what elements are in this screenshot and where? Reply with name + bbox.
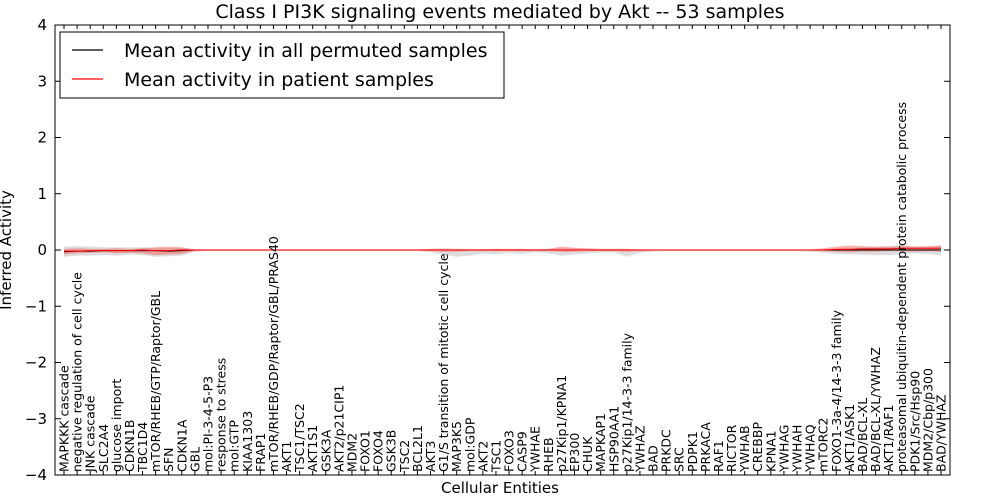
series-line-2 [64, 247, 941, 252]
x-tick-label: PRKDC [659, 429, 674, 472]
x-tick-label: YWHAZ [632, 425, 647, 473]
y-tick-label: −1 [25, 297, 47, 315]
x-tick-label: SFN [161, 448, 176, 472]
y-tick-label: −4 [25, 466, 47, 484]
x-tick-label: CDKN1B [122, 420, 137, 472]
x-axis-label: Cellular Entities [441, 479, 559, 497]
y-tick-label: 3 [37, 72, 47, 90]
x-tick-label: AKT1/RAF1 [881, 405, 896, 472]
x-tick-label: JNK cascade [83, 395, 98, 473]
x-tick-label: AKT1 [279, 441, 294, 472]
y-tick-label: 1 [37, 185, 47, 203]
x-tick-label: CHUK [580, 436, 595, 472]
y-tick-label: 0 [37, 241, 47, 259]
x-tick-label: response to stress [214, 358, 229, 472]
x-tick-label: CDKN1A [174, 419, 189, 472]
x-tick-label: TSC1 [489, 440, 504, 473]
y-tick-label: −2 [25, 354, 47, 372]
x-tick-label: AKT3 [423, 441, 438, 472]
x-tick-label: BAD/YWHAZ [934, 395, 949, 472]
legend-label-2: Mean activity in patient samples [124, 69, 434, 91]
x-tick-label: YWHAQ [803, 424, 818, 473]
x-tick-label: negative regulation of cell cycle [70, 272, 85, 472]
x-tick-label: RAF1 [711, 440, 726, 472]
x-tick-label: FOXO3 [502, 430, 517, 472]
x-tick-label: MAP3K5 [449, 421, 464, 472]
x-tick-label: G1/S transition of mitotic cell cycle [436, 253, 451, 472]
x-tick-label: TSC2 [397, 440, 412, 473]
x-tick-label: YWHAH [790, 425, 805, 473]
x-tick-label: mol:GTP [227, 420, 242, 472]
x-tick-label: KIAA1303 [240, 411, 255, 472]
x-tick-label: SRC [672, 447, 687, 472]
x-tick-label: TSC1/TSC2 [292, 403, 307, 473]
x-tick-label: BAD/BCL-XL [855, 398, 870, 472]
x-tick-label: GSK3B [384, 430, 399, 472]
x-tick-label: AKT2/p21CIP1 [331, 385, 346, 472]
x-tick-label: FRAP1 [253, 433, 268, 472]
series-band-1 [64, 245, 941, 257]
x-tick-label: AKT1S1 [305, 425, 320, 472]
x-tick-label: BAD [646, 445, 661, 472]
y-axis-label: Inferred Activity [0, 190, 15, 310]
y-tick-label: 4 [37, 16, 47, 34]
x-tick-label: PRKACA [698, 422, 713, 472]
x-tick-label: YWHAE [528, 426, 543, 473]
x-tick-label: YWHAB [737, 425, 752, 473]
legend-box [59, 31, 505, 99]
x-tick-label: GSK3A [318, 429, 333, 472]
x-tick-label: SLC2A4 [96, 424, 111, 472]
x-tick-label: YWHAG [776, 425, 791, 473]
x-tick-label: mTORC2 [816, 418, 831, 472]
chart-title: Class I PI3K signaling events mediated b… [215, 1, 784, 23]
y-tick-label: −3 [25, 410, 47, 428]
y-tick-label: 2 [37, 129, 47, 147]
x-tick-label: PDPK1 [685, 431, 700, 472]
x-tick-label: mol:GDP [462, 417, 477, 472]
x-tick-label: EP300 [567, 433, 582, 472]
x-tick-label: MAPKAP1 [593, 413, 608, 472]
x-tick-label: BAD/BCL-XL/YWHAZ [868, 347, 883, 472]
x-tick-label: GBL [187, 447, 202, 472]
x-tick-label: FOXO4 [371, 430, 386, 472]
x-tick-label: AKT1/ASK1 [842, 404, 857, 472]
x-tick-label: mTOR/RHEB/GDP/Raptor/GBL/PRAS40 [266, 236, 281, 472]
x-tick-label: CASP9 [515, 431, 530, 472]
x-tick-label: RICTOR [724, 424, 739, 472]
x-tick-label: glucose import [109, 379, 124, 472]
x-tick-label: RHEB [541, 437, 556, 472]
x-tick-label: proteasomal ubiquitin-dependent protein … [894, 102, 909, 472]
x-tick-label: MDM2/Cbp/p300 [920, 368, 935, 472]
x-tick-label: p27Kip1/14-3-3 family [619, 332, 634, 472]
x-tick-label: FOXO1-3a-4/14-3-3 family [829, 309, 844, 472]
x-tick-label: FOXO1 [358, 430, 373, 472]
x-tick-label: mol:PI-3-4-5-P3 [201, 376, 216, 472]
x-tick-label: AKT2 [475, 441, 490, 472]
x-tick-label: MDM2 [345, 433, 360, 472]
x-tick-label: HSP90AA1 [606, 406, 621, 472]
legend: Mean activity in all permuted samples Mea… [59, 31, 505, 99]
x-tick-label: p27Kip1/KPNA1 [554, 375, 569, 472]
x-tick-label: KPNA1 [763, 430, 778, 472]
x-tick-label: CREBBP [750, 422, 765, 472]
x-tick-label: mTOR/RHEB/GTP/Raptor/GBL [148, 291, 163, 472]
x-tick-label: BCL2L1 [410, 425, 425, 472]
x-tick-label: PDK1/Src/Hsp90 [907, 371, 922, 472]
x-tick-label: MAPKKK cascade [57, 365, 72, 472]
legend-label-1: Mean activity in all permuted samples [124, 40, 487, 62]
x-tick-label: TBC1D4 [135, 422, 150, 473]
